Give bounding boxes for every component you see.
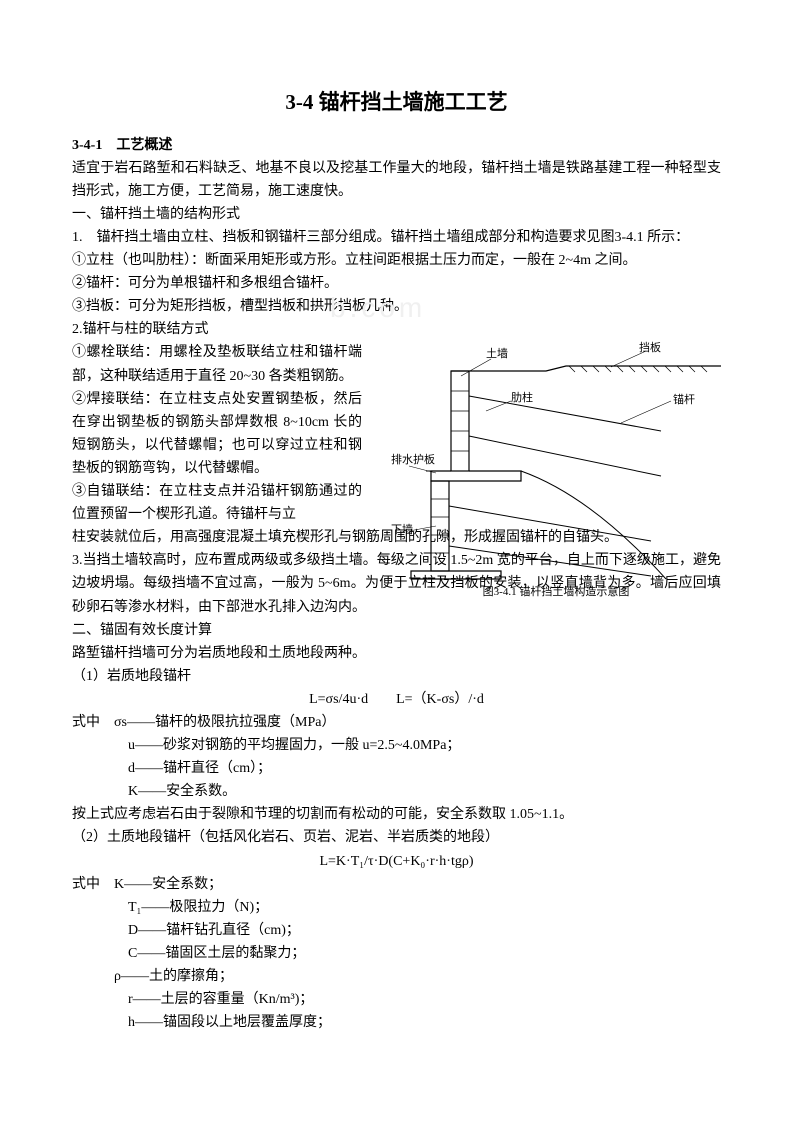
- section-3-4-1-heading: 3-4-1 工艺概述: [72, 134, 721, 157]
- def2-rho: ρ——土的摩擦角；: [72, 965, 721, 988]
- retaining-wall-diagram: 土墙 挡板 肋柱 锚杆 排水护板 下墙: [391, 341, 721, 581]
- text-figure-wrap: ①螺栓联结：用螺栓及垫板联结立柱和锚杆端部，这种联结适用于直径 20~30 各类…: [72, 341, 721, 526]
- label-drain: 排水护板: [391, 452, 435, 466]
- subheading-length-calc: 二、锚固有效长度计算: [72, 619, 721, 642]
- def2-d: D——锚杆钻孔直径（cm)；: [72, 919, 721, 942]
- label-soil: 土墙: [486, 346, 508, 360]
- formula-2: L=K·T₁/τ·D(C+K₀·r·h·tgρ): [72, 850, 721, 873]
- item-2-connection: 2.锚杆与柱的联结方式: [72, 318, 721, 341]
- safety-factor-note: 按上式应考虑岩石由于裂隙和节理的切割而有松动的可能，安全系数取 1.05~1.1…: [72, 803, 721, 826]
- def2-c: C——锚固区土层的黏聚力；: [72, 942, 721, 965]
- figure-3-4-1: 土墙 挡板 肋柱 锚杆 排水护板 下墙 图3-4.1 锚杆挡土墙构造示意图: [391, 341, 721, 596]
- formula-1: L=σs/4u·d L=（K-σs）/·d: [72, 688, 721, 711]
- subheading-structure: 一、锚杆挡土墙的结构形式: [72, 203, 721, 226]
- def-u: u——砂浆对钢筋的平均握固力，一般 u=2.5~4.0MPa；: [72, 734, 721, 757]
- item-2c-selfanchor: ③自锚联结：在立柱支点并沿锚杆钢筋通过的位置预留一个楔形孔道。待锚杆与立: [72, 480, 362, 526]
- item-1c-panel: ③挡板：可分为矩形挡板，槽型挡板和拱形挡板几种。: [72, 295, 721, 318]
- calc-intro: 路堑锚杆挡墙可分为岩质地段和土质地段两种。: [72, 642, 721, 665]
- item-2b-weld: ②焊接联结：在立柱支点处安置钢垫板，然后在穿出钢垫板的钢筋头部焊数根 8~10c…: [72, 388, 362, 480]
- item-2a-bolt: ①螺栓联结：用螺栓及垫板联结立柱和锚杆端部，这种联结适用于直径 20~30 各类…: [72, 341, 362, 387]
- def2-h: h——锚固段以上地层覆盖厚度；: [72, 1011, 721, 1034]
- overview-paragraph: 适宜于岩石路堑和石料缺乏、地基不良以及挖基工作量大的地段，锚杆挡土墙是铁路基建工…: [72, 157, 721, 203]
- item-1b-anchor: ②锚杆：可分为单根锚杆和多根组合锚杆。: [72, 272, 721, 295]
- label-panel: 挡板: [639, 341, 661, 354]
- label-anchor: 锚杆: [673, 392, 695, 406]
- item-1a-column: ①立柱（也叫肋柱）：断面采用矩形或方形。立柱间距根据土压力而定，一般在 2~4m…: [72, 249, 721, 272]
- case-2-soil: （2）土质地段锚杆（包括风化岩石、页岩、泥岩、半岩质类的地段）: [72, 826, 721, 849]
- label-lower: 下墙: [391, 522, 413, 536]
- def2-k: 式中 K——安全系数；: [72, 873, 721, 896]
- figure-caption: 图3-4.1 锚杆挡土墙构造示意图: [391, 583, 721, 601]
- label-rib: 肋柱: [511, 390, 533, 404]
- def2-r: r——土层的容重量（Kn/m³)；: [72, 988, 721, 1011]
- item-1-composition: 1. 锚杆挡土墙由立柱、挡板和钢锚杆三部分组成。锚杆挡土墙组成部分和构造要求见图…: [72, 226, 721, 249]
- document-title: 3-4 锚杆挡土墙施工工艺: [72, 85, 721, 120]
- def-d: d——锚杆直径（cm）；: [72, 757, 721, 780]
- def2-t1: T₁——极限拉力（N)；: [72, 896, 721, 919]
- case-1-rock: （1）岩质地段锚杆: [72, 665, 721, 688]
- def-sigma-s: 式中 σs——锚杆的极限抗拉强度（MPa）: [72, 711, 721, 734]
- def-k: K——安全系数。: [72, 780, 721, 803]
